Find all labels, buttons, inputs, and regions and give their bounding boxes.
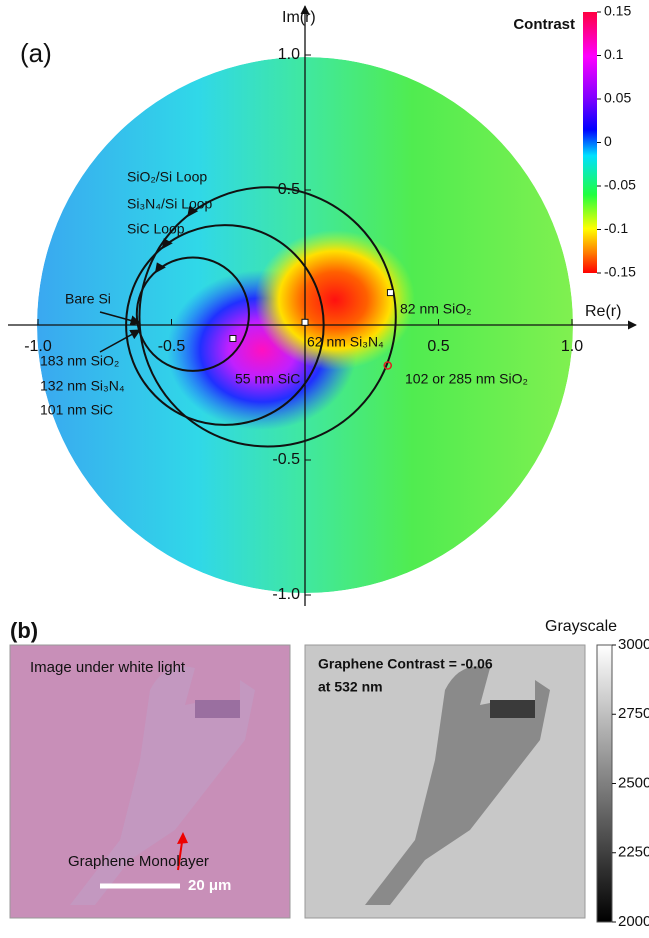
annotation: 132 nm Si₃N₄ <box>40 378 125 394</box>
colorbar-tick-label: 0.1 <box>604 46 624 62</box>
annotation: 55 nm SiC <box>235 371 300 387</box>
colorbar <box>583 12 597 273</box>
annotation: Graphene Monolayer <box>68 853 209 870</box>
annotation: 62 nm Si₃N₄ <box>307 334 384 350</box>
colorbar-tick-label: 2000 <box>618 913 649 930</box>
colorbar-tick-label: 0.05 <box>604 90 631 106</box>
panel-b: (b) Grayscale Image under white light Gr… <box>10 618 649 930</box>
y-axis-label: Im(r) <box>282 9 316 26</box>
annotation: Bare Si <box>65 291 111 307</box>
point <box>302 319 308 325</box>
image-sublabel: at 532 nm <box>318 679 383 695</box>
point <box>387 290 393 296</box>
colorbar-tick-label: 2750 <box>618 705 649 722</box>
image-label: Graphene Contrast = -0.06 <box>318 656 493 672</box>
annotation: 101 nm SiC <box>40 402 113 418</box>
loop-label: SiO₂/Si Loop <box>127 169 207 185</box>
annotation: 102 or 285 nm SiO₂ <box>405 371 528 387</box>
point <box>230 336 236 342</box>
colorbar-tick-label: 0 <box>604 133 612 149</box>
annotation: 183 nm SiO₂ <box>40 353 119 369</box>
loop-label: SiC Loop <box>127 221 185 237</box>
grayscale-bar <box>597 645 612 922</box>
colorbar-tick-label: 2250 <box>618 844 649 861</box>
colorbar-tick-label: -0.1 <box>604 220 628 236</box>
colorbar-tick-label: 3000 <box>618 636 649 653</box>
figure: (a) Contrast Re(r) Im(r) -1.0 -0.5 0.5 1.0 1… <box>0 0 649 938</box>
colorbar-tick-label: 0.15 <box>604 3 631 19</box>
colorbar-tick-label: -0.05 <box>604 177 636 193</box>
colorbar-tick-label: -0.15 <box>604 264 636 280</box>
flake-thick <box>195 700 240 718</box>
y-tick-label: -0.5 <box>272 451 300 468</box>
x-axis-label: Re(r) <box>585 303 621 320</box>
image-label: Image under white light <box>30 659 186 676</box>
scale-bar-label: 20 μm <box>188 877 231 894</box>
x-tick-label: -0.5 <box>158 338 186 355</box>
loop-label: Si₃N₄/Si Loop <box>127 196 213 212</box>
flake-thick <box>490 700 535 718</box>
y-tick-label: -1.0 <box>272 586 300 603</box>
y-tick-label: 1.0 <box>278 46 300 63</box>
colorbar-title: Grayscale <box>545 618 617 635</box>
x-tick-label: 1.0 <box>561 338 583 355</box>
annotation: 82 nm SiO₂ <box>400 301 472 317</box>
colorbar-tick-label: 2500 <box>618 774 649 791</box>
panel-label: (b) <box>10 618 38 643</box>
x-tick-label: 0.5 <box>427 338 449 355</box>
panel-a: (a) Contrast Re(r) Im(r) -1.0 -0.5 0.5 1.0 1… <box>8 3 636 606</box>
panel-label: (a) <box>20 38 52 68</box>
colorbar-title: Contrast <box>513 16 575 33</box>
